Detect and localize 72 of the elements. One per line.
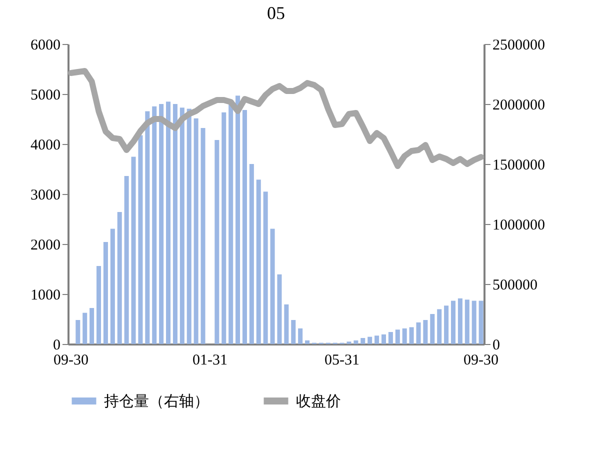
bar [354,340,358,344]
bar [305,340,310,344]
bar [131,156,136,344]
bar [478,300,484,344]
y2-tick-label: 1500000 [492,158,545,174]
bar [277,274,282,344]
bar [96,266,102,344]
y2-tick-label: 2500000 [492,38,545,54]
bar [145,111,150,344]
y-tick-label: 0 [53,338,60,354]
bar [298,328,303,344]
bar [214,140,220,344]
bar [423,320,428,344]
bar [256,180,261,344]
bar [194,118,198,344]
bar [360,338,366,344]
bar [90,308,94,344]
bar [166,102,171,344]
bar [222,112,226,344]
y2-tick-label: 0 [492,338,500,354]
bar [159,104,164,344]
bar [228,104,234,344]
bar [395,330,400,344]
bar [76,320,80,344]
y-tick-label: 1000 [30,288,60,304]
bar [402,328,407,344]
bar [110,228,115,344]
bar [444,306,449,344]
bar [458,298,462,344]
y-tick-label: 3000 [30,188,60,204]
bar [409,327,414,344]
legend-label: 持仓量（右轴） [104,393,209,410]
bar [200,128,206,344]
x-tick-label: 01-31 [192,352,228,368]
y-tick-label: 5000 [30,88,60,104]
y-tick-label: 4000 [30,138,60,154]
bar [291,320,296,344]
bar [263,192,268,344]
bar [249,164,254,344]
bar [117,212,122,344]
bar [430,314,435,344]
y2-tick-label: 1000000 [492,218,545,234]
y2-tick-label: 2000000 [492,98,545,114]
y-tick-label: 6000 [30,38,60,54]
bar [138,135,143,344]
bar [284,304,289,344]
x-tick-label: 09-30 [53,352,88,368]
bar [242,110,247,344]
bar [388,332,393,344]
chart-title: 05 [267,3,285,23]
bar [172,104,178,344]
bar [124,176,129,344]
x-tick-label: 09-30 [464,352,499,368]
bar [103,242,108,344]
y2-tick-label: 500000 [492,278,538,294]
bar [180,108,184,344]
bar [152,106,157,344]
bar [368,336,372,344]
bar [450,300,456,344]
bar [416,322,421,344]
bar [464,300,470,344]
bar [186,108,192,344]
legend-label: 收盘价 [296,393,341,410]
bar [374,336,380,344]
x-tick-label: 05-31 [324,352,360,368]
bar [437,309,442,344]
bar [82,312,88,344]
bar [270,228,275,344]
bar [236,96,240,344]
bar [381,334,386,344]
bar [472,300,476,344]
y-tick-label: 2000 [30,238,60,254]
